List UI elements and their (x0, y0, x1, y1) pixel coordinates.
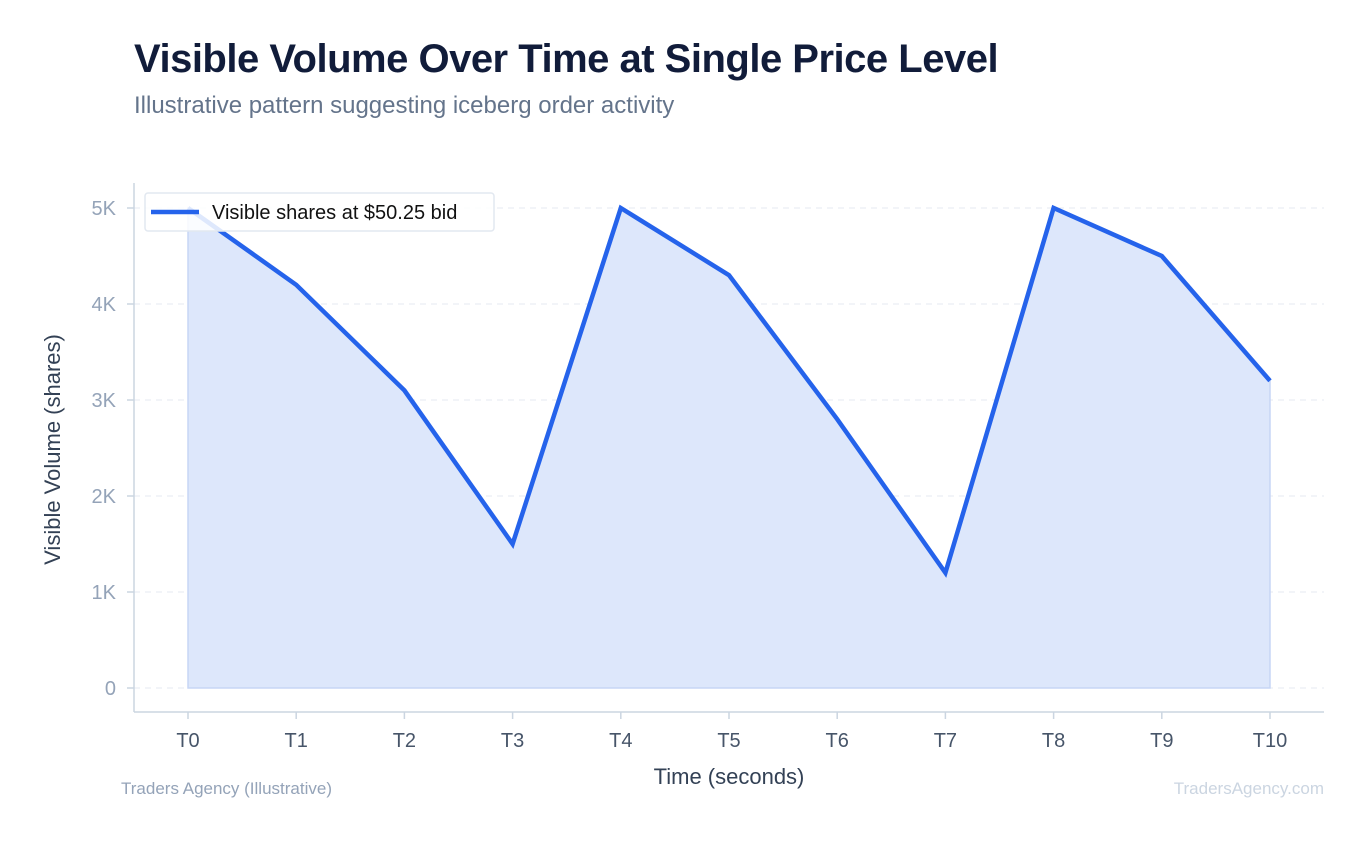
legend: Visible shares at $50.25 bid (144, 192, 495, 232)
chart-title: Visible Volume Over Time at Single Price… (134, 37, 999, 81)
watermark: TradersAgency.com (1173, 779, 1324, 798)
x-tick-label: T4 (609, 730, 632, 752)
x-tick-label: T8 (1042, 730, 1065, 752)
y-tick-label: 0 (105, 678, 116, 700)
source-note: Traders Agency (Illustrative) (121, 779, 332, 798)
legend-label: Visible shares at $50.25 bid (212, 202, 457, 224)
y-tick-label: 5K (92, 198, 117, 220)
area-fill-layer (187, 206, 1271, 689)
x-tick-label: T1 (285, 730, 308, 752)
x-tick-label: T0 (176, 730, 199, 752)
y-tick-label: 3K (92, 390, 117, 412)
chart-subtitle: Illustrative pattern suggesting iceberg … (134, 92, 675, 119)
y-axis-title: Visible Volume (shares) (40, 334, 65, 565)
axes (127, 183, 1324, 719)
tick-labels: T0 T1 T2 T3 T4 T5 T6 T7 T8 T9 T10 0 1K 2K 3K 4K 5K Time (… (40, 198, 1287, 789)
legend-box (144, 192, 495, 232)
x-axis-title: Time (seconds) (654, 764, 805, 789)
x-tick-label: T9 (1150, 730, 1173, 752)
x-tick-label: T10 (1253, 730, 1287, 752)
x-tick-label: T3 (501, 730, 524, 752)
x-tick-label: T5 (717, 730, 740, 752)
y-tick-label: 2K (92, 486, 117, 508)
series-area (187, 206, 1271, 689)
x-tick-label: T7 (934, 730, 957, 752)
y-tick-label: 4K (92, 294, 117, 316)
x-tick-label: T2 (393, 730, 416, 752)
y-tick-label: 1K (92, 582, 117, 604)
x-tick-label: T6 (826, 730, 849, 752)
